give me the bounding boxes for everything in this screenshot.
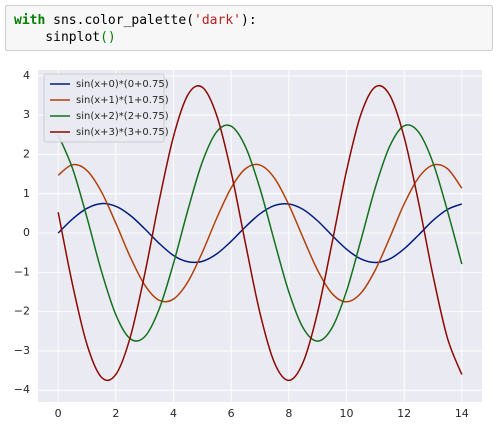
x-tick-label: 0 <box>55 407 62 420</box>
x-tick-label: 2 <box>112 407 119 420</box>
legend-label: sin(x+0)*(0+0.75) <box>76 79 169 90</box>
code-token: with <box>14 13 46 28</box>
line <box>57 202 463 264</box>
x-tick-label: 12 <box>397 407 411 420</box>
y-tick-label: 1 <box>23 187 30 200</box>
legend-label: sin(x+2)*(2+0.75) <box>76 111 169 122</box>
line <box>57 124 463 342</box>
x-tick-label: 8 <box>285 407 292 420</box>
legend-label: sin(x+1)*(1+0.75) <box>76 95 169 106</box>
code-token: 'dark' <box>194 13 241 28</box>
y-tick-label: 0 <box>23 226 30 239</box>
legend-box <box>43 73 165 143</box>
code-line: with sns.color_palette('dark'): <box>14 12 484 29</box>
line <box>57 163 463 303</box>
y-tick-label: −2 <box>14 305 30 318</box>
code-cell[interactable]: with sns.color_palette('dark'): sinplot(… <box>5 5 493 51</box>
y-tick-label: 3 <box>23 108 30 121</box>
x-tick-label: 14 <box>455 407 469 420</box>
y-tick-label: −4 <box>14 383 30 396</box>
code-token: () <box>100 30 116 45</box>
code-token: sns.color_palette( <box>45 13 195 28</box>
y-tick-label: −1 <box>14 265 30 278</box>
x-tick-label: 6 <box>228 407 235 420</box>
x-tick-label: 4 <box>170 407 177 420</box>
y-tick-label: −3 <box>14 344 30 357</box>
chart: 0 2 4 6 8 10 12 14−4−3−2−101234sin(x+0)*(0+0.75… <box>14 69 482 420</box>
y-tick-label: 4 <box>23 69 30 82</box>
code-token: ): <box>241 13 257 28</box>
x-tick-label: 10 <box>339 407 353 420</box>
legend-label: sin(x+3)*(3+0.75) <box>76 127 169 138</box>
y-tick-label: 2 <box>23 147 30 160</box>
code-token: sinplot <box>14 30 101 45</box>
code-line: sinplot() <box>14 29 484 46</box>
line <box>57 84 463 382</box>
legend: sin(x+0)*(0+0.75) sin(x+1)*(1+0.75) sin(x+… <box>43 73 169 143</box>
